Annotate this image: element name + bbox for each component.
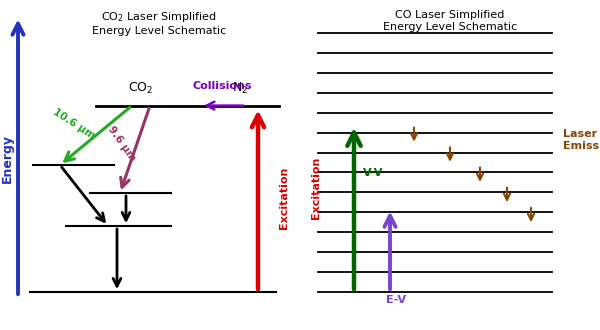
Text: E-V: E-V [386,295,406,305]
Text: Excitation: Excitation [278,167,289,229]
Text: CO$_2$: CO$_2$ [128,81,154,96]
Text: N$_2$: N$_2$ [232,81,248,96]
Text: 9.6 μm: 9.6 μm [106,124,137,163]
Text: V-V: V-V [363,168,383,178]
Text: Energy: Energy [1,134,14,183]
Text: Collisions: Collisions [192,81,252,91]
Text: CO Laser Simplified
Energy Level Schematic: CO Laser Simplified Energy Level Schemat… [383,10,517,31]
Text: Excitation: Excitation [311,157,322,219]
Text: 10.6 μm: 10.6 μm [51,107,96,141]
Text: CO$_2$ Laser Simplified
Energy Level Schematic: CO$_2$ Laser Simplified Energy Level Sch… [92,10,226,36]
Text: Laser
Emission: Laser Emission [563,129,600,151]
